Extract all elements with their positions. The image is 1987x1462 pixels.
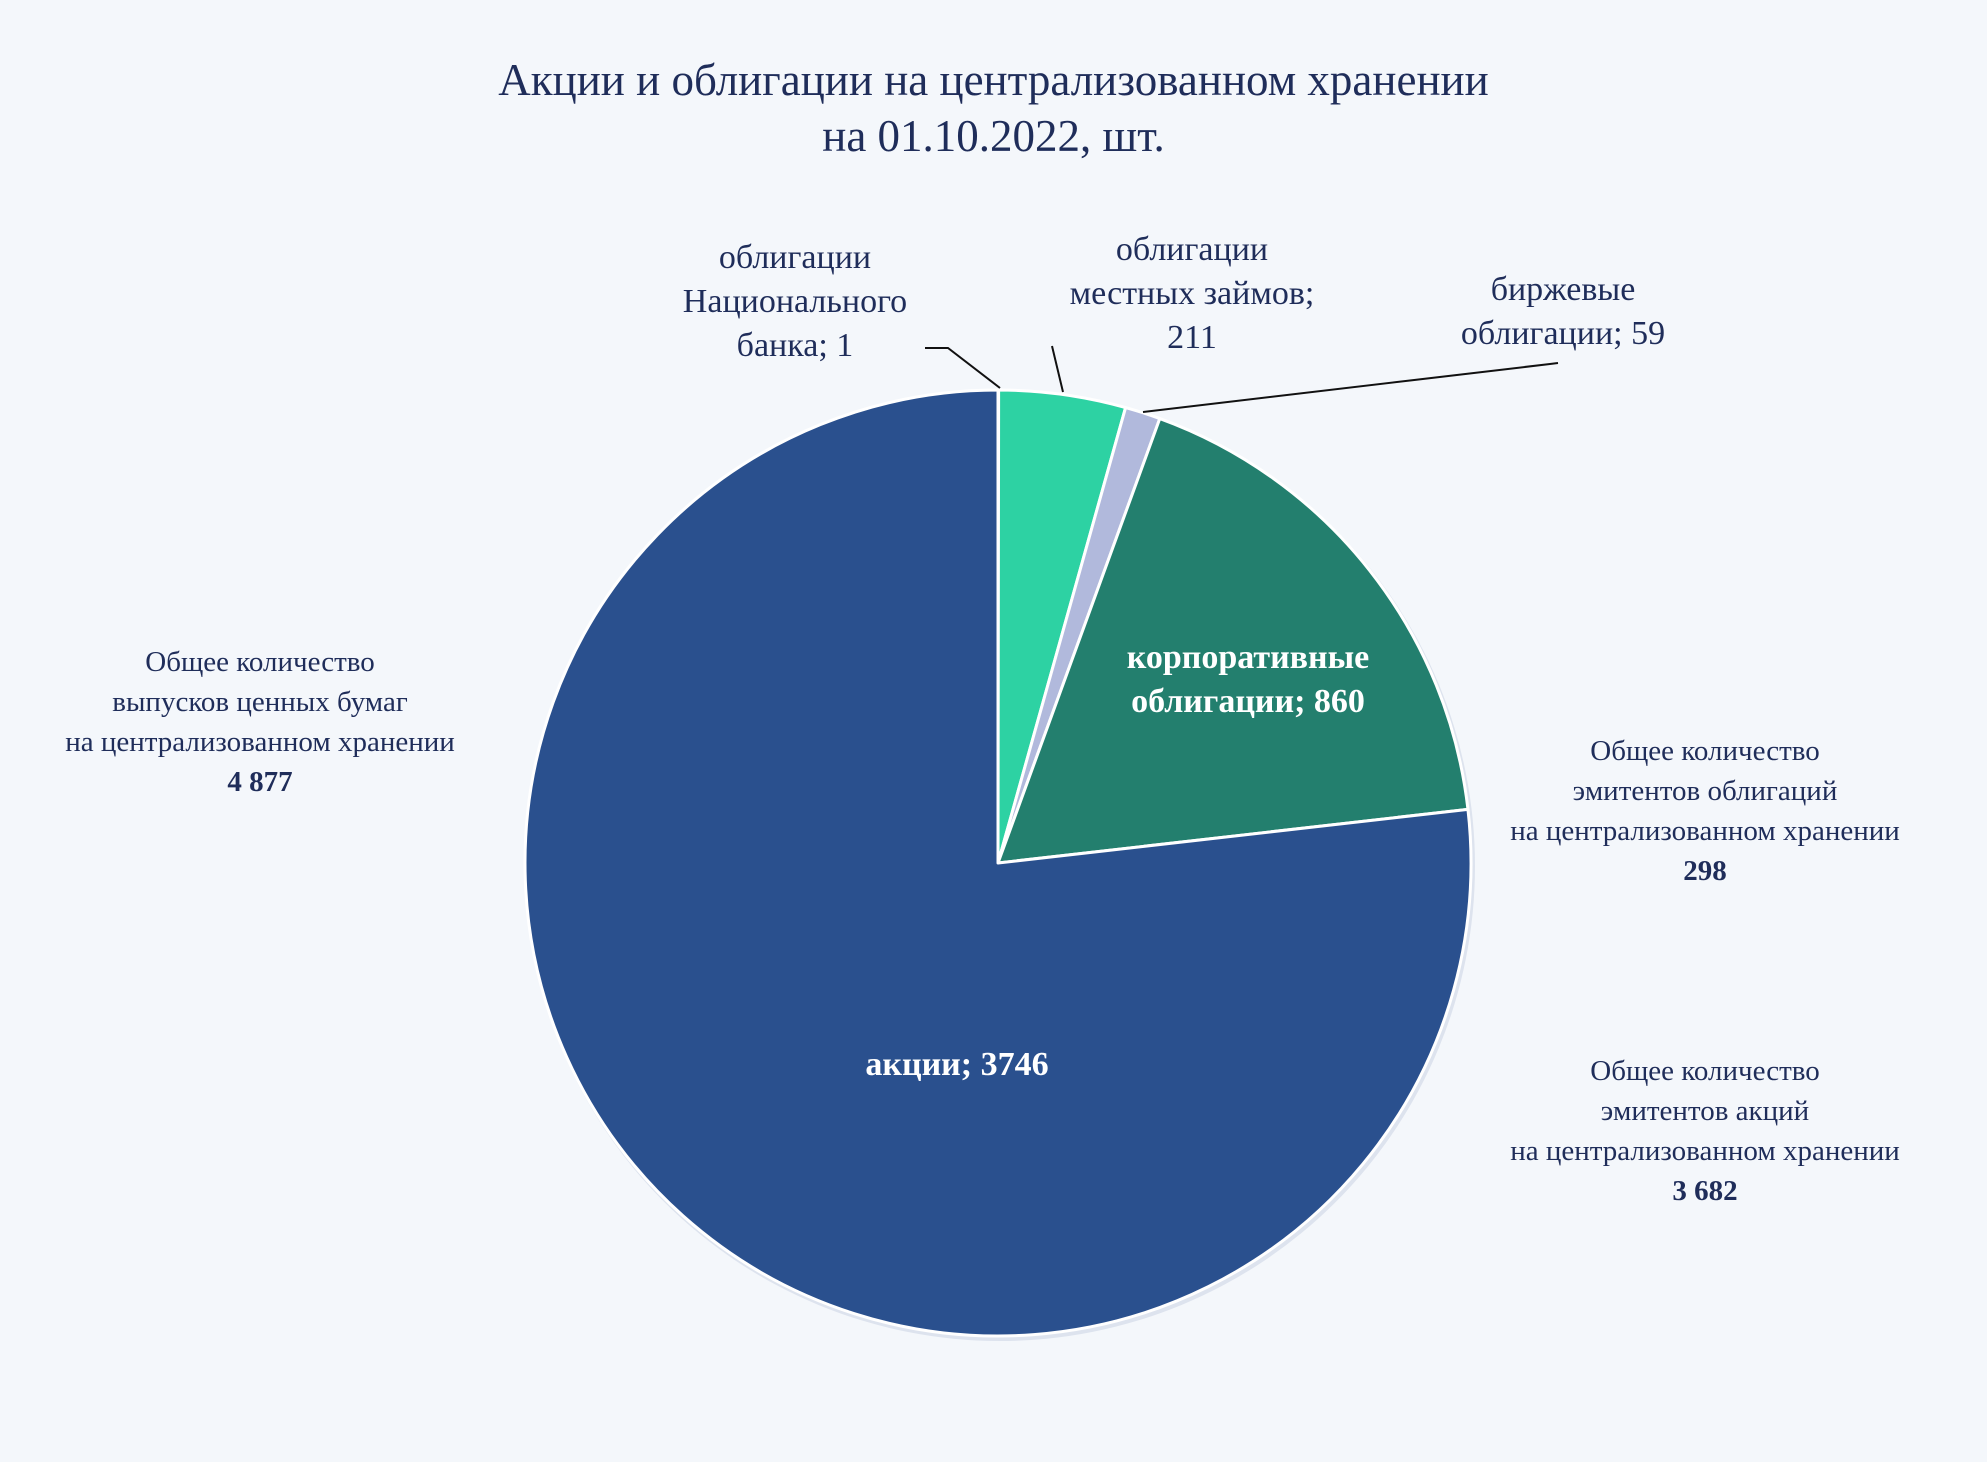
note-line: Общее количество: [1590, 1055, 1820, 1087]
note-line: Общее количество: [1590, 735, 1820, 767]
chart-title-block: Акции и облигации на централизованном хр…: [0, 52, 1987, 164]
note-bond-issuers: Общее количество эмитентов облигаций на …: [1465, 731, 1945, 891]
slice-label: 211: [1167, 319, 1217, 356]
slice-label: банка; 1: [737, 327, 854, 364]
note-line: на централизованном хранении: [1510, 815, 1900, 847]
slice-label: Национального: [683, 283, 907, 320]
slice-label: корпоративные: [1127, 639, 1370, 676]
note-value: 298: [1683, 855, 1727, 887]
leader-line: [925, 347, 1001, 389]
slice-label: облигации: [1116, 231, 1268, 268]
slice-label: биржевые: [1491, 271, 1636, 308]
slice-label: облигации; 860: [1131, 683, 1365, 720]
note-value: 3 682: [1672, 1175, 1738, 1207]
slice-label: облигации: [719, 239, 871, 276]
leader-line: [1142, 362, 1559, 413]
note-line: на централизованном хранении: [1510, 1135, 1900, 1167]
note-line: эмитентов облигаций: [1572, 775, 1838, 807]
note-line: эмитентов акций: [1600, 1095, 1810, 1127]
slice-label: облигации; 59: [1461, 315, 1665, 352]
note-total-issues: Общее количество выпусков ценных бумаг н…: [20, 642, 500, 802]
slice-label: акции; 3746: [865, 1046, 1048, 1083]
slice-label: местных займов;: [1070, 275, 1315, 312]
pie-slice: [996, 417, 1470, 865]
note-share-issuers: Общее количество эмитентов акций на цент…: [1465, 1051, 1945, 1211]
pie-slice: [523, 388, 1473, 1338]
leader-line: [1051, 345, 1064, 393]
chart-subtitle: на 01.10.2022, шт.: [822, 111, 1165, 161]
note-line: выпусков ценных бумаг: [112, 686, 408, 718]
note-line: на централизованном хранении: [65, 726, 455, 758]
chart-title: Акции и облигации на централизованном хр…: [498, 55, 1489, 105]
note-line: Общее количество: [145, 646, 375, 678]
note-value: 4 877: [227, 766, 293, 798]
